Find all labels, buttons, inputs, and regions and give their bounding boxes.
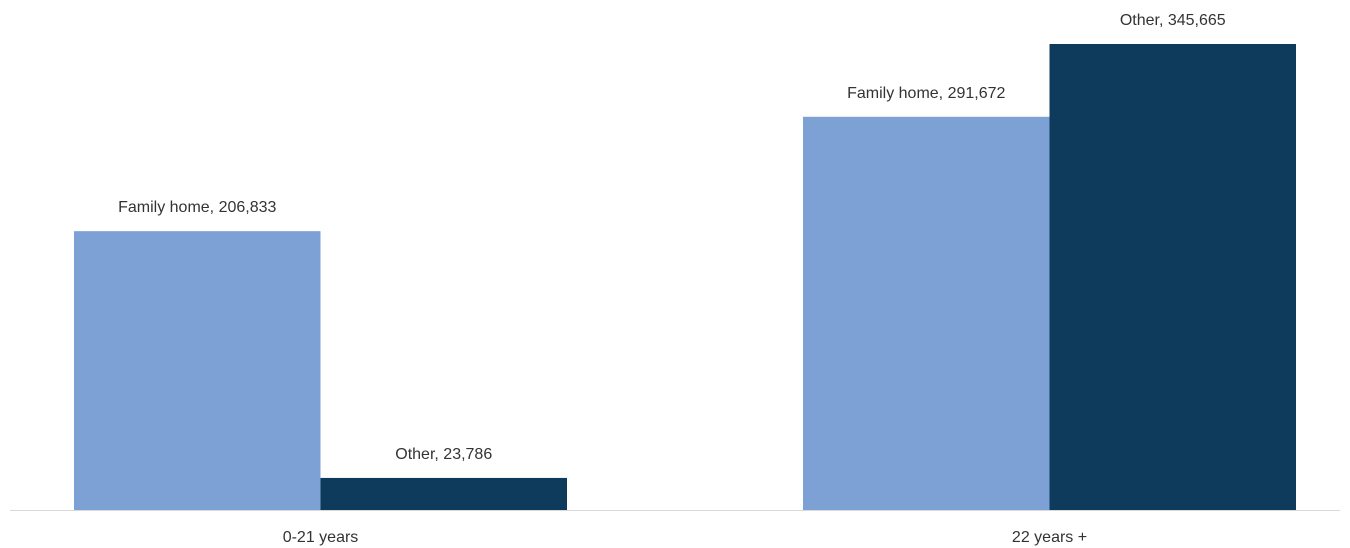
- bar-family-home-1: [803, 116, 1050, 510]
- bars-layer: [74, 44, 1296, 511]
- category-label-0: 0-21 years: [283, 529, 359, 546]
- bar-family-home-0: [74, 231, 321, 511]
- data-label-family-home-0: Family home, 206,833: [118, 199, 276, 216]
- bar-other-1: [1049, 44, 1296, 510]
- category-labels-layer: 0-21 years 22 years +: [283, 529, 1087, 546]
- bar-other-0: [320, 477, 567, 510]
- data-label-other-0: Other, 23,786: [395, 446, 492, 463]
- data-label-family-home-1: Family home, 291,672: [847, 85, 1005, 102]
- data-label-other-1: Other, 345,665: [1120, 12, 1226, 29]
- category-label-1: 22 years +: [1012, 529, 1087, 546]
- data-labels-layer: Family home, 206,833 Other, 23,786 Family …: [118, 12, 1226, 463]
